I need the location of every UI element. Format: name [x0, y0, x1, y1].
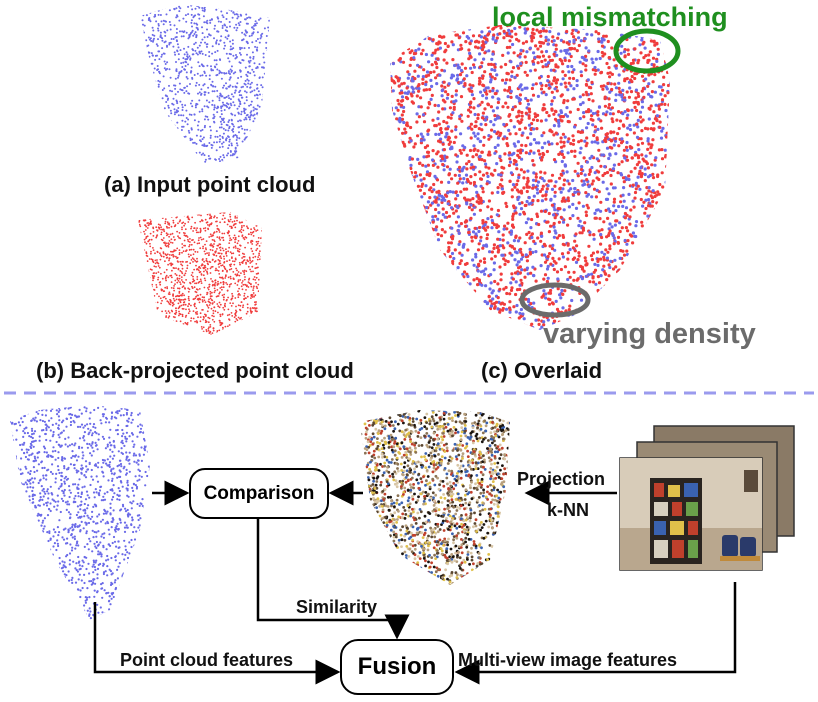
- local-mismatching-ring: [613, 28, 681, 74]
- label-projection: Projection: [517, 469, 606, 489]
- fusion-box: Fusion: [340, 639, 454, 695]
- input-point-cloud: [140, 4, 270, 165]
- pipeline-arrows: [93, 480, 737, 685]
- comparison-box: Comparison: [189, 468, 329, 519]
- multiview-images: [619, 425, 795, 571]
- input-point-cloud-pipeline: [10, 405, 150, 620]
- label-varying-density: varying density: [543, 318, 756, 350]
- caption-backprojected-point-cloud: (b) Back-projected point cloud: [36, 358, 354, 383]
- label-point-cloud-features: Point cloud features: [120, 650, 294, 670]
- caption-input-point-cloud: (a) Input point cloud: [104, 172, 316, 197]
- label-local-mismatching: local mismatching: [492, 2, 728, 32]
- backprojected-point-cloud: [138, 212, 262, 335]
- label-multiview-image-features: Multi-view image features: [458, 650, 678, 670]
- caption-overlaid: (c) Overlaid: [481, 358, 603, 383]
- colored-projected-point-cloud: [360, 410, 510, 585]
- label-similarity: Similarity: [296, 597, 378, 617]
- varying-density-ring: [519, 282, 591, 318]
- label-knn: k-NN: [547, 500, 590, 520]
